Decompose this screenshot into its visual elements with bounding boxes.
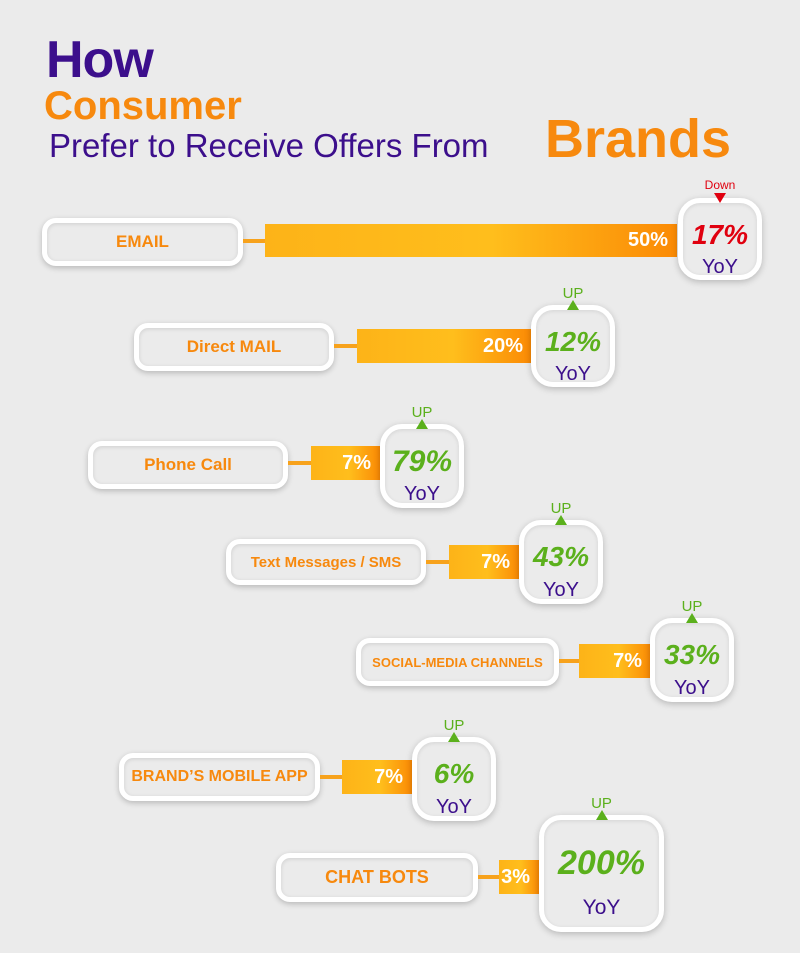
bar-mark: 3% (499, 860, 539, 894)
bar-mark: 20% (357, 329, 532, 363)
title-how: How (46, 31, 154, 89)
channel-label: Direct MAIL (186, 337, 282, 356)
yoy-bubble: 17% YoY (678, 198, 762, 280)
channel-label: EMAIL (116, 232, 169, 251)
connector-line (243, 238, 265, 243)
yoy-label: YoY (543, 579, 579, 601)
yoy-bubble: 12% YoY (531, 305, 615, 387)
yoy-change-value: 33% (663, 639, 721, 670)
channel-label-pill: BRAND’S MOBILE APP (119, 753, 320, 801)
arrow-up-icon (555, 515, 567, 525)
bar-value-label: 3% (501, 865, 530, 888)
yoy-label: YoY (702, 256, 738, 278)
connector-line (559, 659, 579, 663)
yoy-direction-label: UP (443, 717, 465, 734)
channel-label: SOCIAL-MEDIA CHANNELS (372, 654, 543, 670)
title-brands: Brands (545, 109, 732, 169)
bar-value-label: 20% (482, 334, 523, 357)
bar-value-label: 50% (627, 229, 668, 251)
channel-label: BRAND’S MOBILE APP (131, 768, 308, 785)
yoy-change-value: 6% (433, 758, 475, 789)
arrow-up-icon (448, 732, 460, 742)
title-prefer-text: Prefer to Receive Offers From (49, 127, 489, 164)
bar-mark: 50% (265, 224, 677, 257)
arrow-down-icon (714, 193, 726, 203)
yoy-direction-label: UP (562, 285, 584, 302)
title-consumer: Consumer (44, 84, 242, 128)
channel-label-pill: CHAT BOTS (276, 853, 478, 902)
yoy-direction-label: UP (681, 598, 703, 615)
yoy-bubble: 79% YoY (380, 424, 464, 508)
channel-label-pill: SOCIAL-MEDIA CHANNELS (356, 638, 559, 686)
bar-value-label: 7% (342, 451, 371, 474)
channel-label-pill: EMAIL (42, 218, 243, 266)
yoy-change-value: 79% (391, 445, 453, 478)
yoy-bubble: 43% YoY (519, 520, 603, 604)
connector-line (334, 344, 357, 348)
yoy-label: YoY (674, 677, 710, 699)
yoy-direction-label: Down (704, 178, 736, 192)
channel-label: CHAT BOTS (325, 867, 429, 887)
connector-line (478, 875, 499, 879)
yoy-label: YoY (582, 896, 621, 919)
bar-value-label: 7% (374, 765, 403, 788)
yoy-change-value: 200% (558, 844, 645, 882)
yoy-label: YoY (436, 796, 472, 818)
channel-label-pill: Phone Call (88, 441, 288, 489)
yoy-label: YoY (555, 363, 591, 385)
yoy-bubble: 33% YoY (650, 618, 734, 702)
yoy-change-value: 17% (691, 219, 749, 250)
yoy-label: YoY (404, 483, 440, 505)
yoy-bubble: 200% YoY (539, 815, 664, 932)
connector-line (288, 461, 311, 465)
yoy-bubble: 6% YoY (412, 737, 496, 821)
yoy-change-value: 43% (532, 541, 590, 572)
bar-value-label: 7% (613, 649, 642, 672)
arrow-up-icon (567, 300, 579, 310)
bar-mark: 7% (342, 760, 412, 794)
channel-label: Phone Call (144, 455, 232, 474)
yoy-direction-label: UP (411, 404, 433, 421)
channel-label-pill: Text Messages / SMS (226, 539, 426, 585)
arrow-up-icon (595, 810, 608, 820)
bar-mark: 7% (311, 446, 380, 480)
bar-value-label: 7% (481, 550, 510, 573)
yoy-direction-label: UP (591, 795, 612, 812)
yoy-change-value: 12% (544, 326, 602, 357)
arrow-up-icon (416, 419, 428, 429)
bar-mark: 7% (579, 644, 651, 678)
yoy-direction-label: UP (550, 500, 572, 517)
connector-line (320, 775, 342, 779)
arrow-up-icon (686, 613, 698, 623)
channel-label: Text Messages / SMS (250, 553, 402, 571)
bar-mark: 7% (449, 545, 519, 579)
channel-label-pill: Direct MAIL (134, 323, 334, 371)
connector-line (426, 560, 449, 564)
